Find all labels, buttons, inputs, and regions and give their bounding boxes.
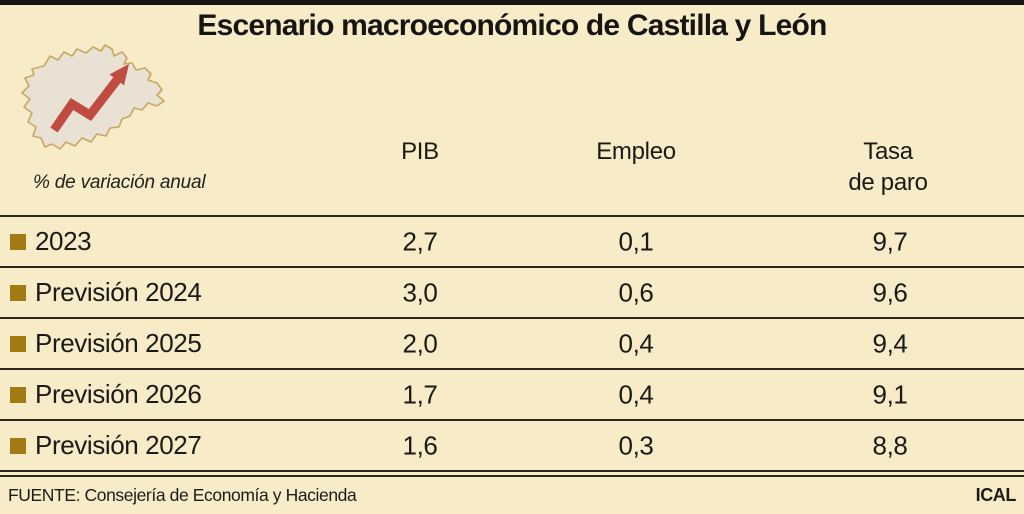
row-label: 2023 — [35, 226, 92, 256]
value-empleo: 0,6 — [618, 277, 654, 307]
value-empleo: 0,3 — [618, 430, 654, 460]
row-bullet-square — [10, 437, 26, 454]
table-row: Previsión 2025 2,0 0,4 9,4 — [0, 317, 1024, 368]
agency-credit: ICAL — [975, 485, 1017, 505]
value-empleo: 0,4 — [618, 328, 654, 358]
column-header-tasa-line1: Tasa — [863, 138, 913, 165]
value-pib: 3,0 — [402, 277, 438, 307]
value-tasa-de-paro: 8,8 — [872, 430, 908, 460]
row-bullet-square — [10, 386, 26, 403]
value-pib: 2,0 — [402, 328, 438, 358]
unit-note: % de variación anual — [33, 172, 206, 193]
value-empleo: 0,4 — [618, 379, 654, 409]
rising-arrow-shaft — [50, 77, 121, 133]
bottom-double-rule — [0, 470, 1024, 477]
column-header-tasa-de-paro: Tasa de paro — [848, 136, 928, 198]
column-header-tasa-line2: de paro — [848, 169, 928, 196]
table-row: 2023 2,7 0,1 9,7 — [0, 215, 1024, 266]
row-label: Previsión 2024 — [35, 277, 202, 307]
table-row: Previsión 2027 1,6 0,3 8,8 — [0, 419, 1024, 470]
value-pib: 1,6 — [402, 430, 438, 460]
data-table: 2023 2,7 0,1 9,7 Previsión 2024 3,0 0,6 … — [0, 215, 1024, 477]
value-tasa-de-paro: 9,7 — [872, 226, 908, 256]
source-text: FUENTE: Consejería de Economía y Haciend… — [8, 485, 357, 505]
top-black-bar — [0, 0, 1024, 5]
row-label: Previsión 2027 — [35, 430, 202, 460]
column-header-pib: PIB — [401, 138, 439, 165]
value-tasa-de-paro: 9,4 — [872, 328, 908, 358]
value-tasa-de-paro: 9,1 — [872, 379, 908, 409]
table-row: Previsión 2026 1,7 0,4 9,1 — [0, 368, 1024, 419]
row-label: Previsión 2026 — [35, 379, 202, 409]
row-bullet-square — [10, 284, 26, 301]
value-pib: 1,7 — [402, 379, 438, 409]
region-silhouette — [21, 44, 165, 150]
rising-arrow-head — [109, 64, 129, 86]
page-title: Escenario macroeconómico de Castilla y L… — [197, 9, 827, 42]
value-tasa-de-paro: 9,6 — [872, 277, 908, 307]
column-header-empleo: Empleo — [596, 138, 676, 165]
row-bullet-square — [10, 335, 26, 352]
row-label: Previsión 2025 — [35, 328, 202, 358]
value-empleo: 0,1 — [618, 226, 654, 256]
footer: FUENTE: Consejería de Economía y Haciend… — [8, 485, 1016, 506]
value-pib: 2,7 — [402, 226, 438, 256]
row-bullet-square — [10, 233, 26, 250]
castilla-leon-map-icon — [21, 44, 165, 150]
table-row: Previsión 2024 3,0 0,6 9,6 — [0, 266, 1024, 317]
